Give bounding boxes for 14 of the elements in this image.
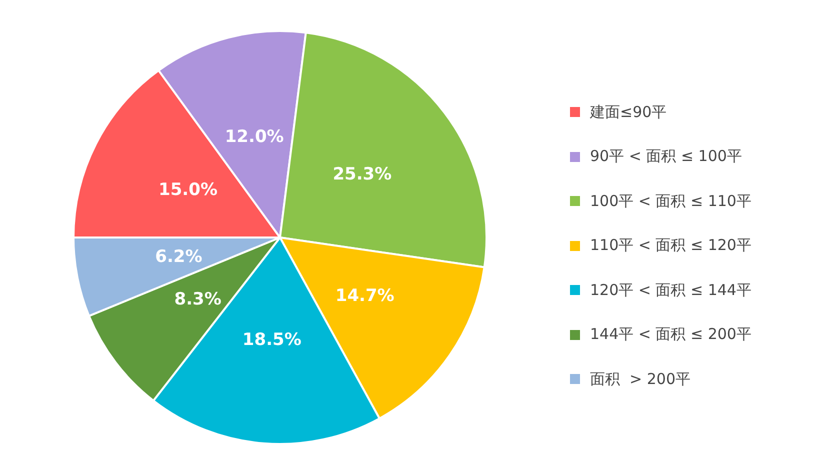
data-label: 6.2%: [155, 246, 202, 267]
legend-label: 110平 < 面积 ≤ 120平: [590, 236, 752, 256]
data-label: 14.7%: [335, 286, 394, 306]
legend-label: 面积 > 200平: [590, 370, 691, 389]
data-label: 15.0%: [158, 180, 218, 200]
legend-label: 144平 < 面积 ≤ 200平: [590, 325, 752, 344]
legend-label: 100平 < 面积 ≤ 110平: [590, 192, 752, 211]
legend-label: 建面≤90平: [590, 102, 667, 122]
legend-label: 120平 < 面积 ≤ 144平: [590, 280, 752, 300]
legend-label: 90平 < 面积 ≤ 100平: [590, 147, 742, 166]
data-label: 18.5%: [242, 330, 302, 350]
data-label: 12.0%: [224, 126, 284, 147]
data-label: 8.3%: [174, 289, 222, 310]
data-label: 25.3%: [332, 164, 392, 184]
